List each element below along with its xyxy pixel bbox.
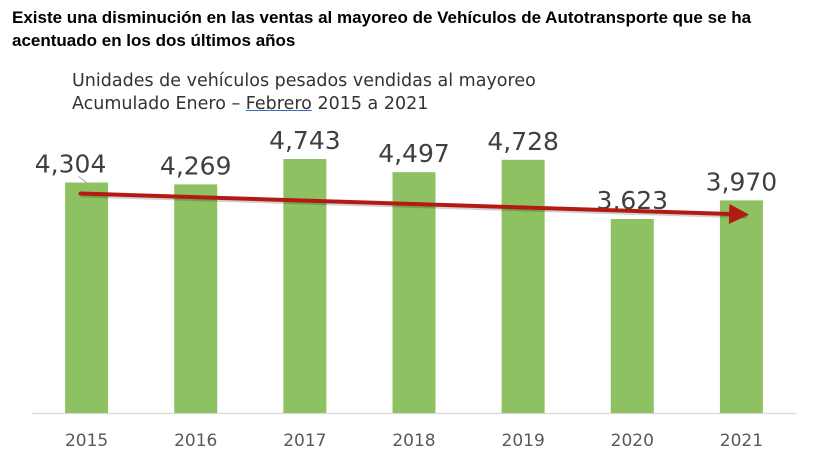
chart-title-prefix: Acumulado Enero – bbox=[72, 94, 246, 114]
bar-2016 bbox=[174, 184, 218, 413]
bar-2019 bbox=[501, 159, 545, 413]
data-label-2019: 4,728 bbox=[487, 127, 559, 156]
x-tick-label-2019: 2019 bbox=[502, 431, 545, 451]
x-tick-label-2016: 2016 bbox=[174, 431, 217, 451]
x-tick-label-2018: 2018 bbox=[392, 431, 435, 451]
bar-2018 bbox=[392, 172, 436, 413]
bar-2021 bbox=[719, 200, 763, 413]
bar-2015 bbox=[65, 182, 109, 413]
chart-title-suffix: 2015 a 2021 bbox=[311, 94, 429, 114]
data-label-2017: 4,743 bbox=[269, 126, 341, 155]
bar-2020 bbox=[610, 218, 654, 413]
data-label-leader-line bbox=[78, 176, 87, 183]
trend-arrow bbox=[78, 191, 750, 224]
headline: Existe una disminución en las ventas al … bbox=[12, 8, 752, 50]
data-label-2018: 4,497 bbox=[378, 139, 450, 168]
chart-title-line-2: Acumulado Enero – Febrero 2015 a 2021 bbox=[72, 93, 536, 116]
x-tick-label-2021: 2021 bbox=[720, 431, 763, 451]
chart-title-underlined: Febrero bbox=[245, 94, 312, 114]
x-tick-label-2017: 2017 bbox=[283, 431, 326, 451]
chart-title: Unidades de vehículos pesados vendidas a… bbox=[72, 70, 536, 116]
data-label-2015: 4,304 bbox=[35, 150, 107, 179]
chart-title-line-1: Unidades de vehículos pesados vendidas a… bbox=[72, 71, 536, 91]
x-tick-label-2020: 2020 bbox=[611, 431, 654, 451]
data-label-2021: 3,970 bbox=[706, 167, 778, 196]
x-tick-label-2015: 2015 bbox=[65, 431, 108, 451]
bar-2017 bbox=[283, 159, 327, 413]
data-label-2016: 4,269 bbox=[160, 151, 232, 180]
